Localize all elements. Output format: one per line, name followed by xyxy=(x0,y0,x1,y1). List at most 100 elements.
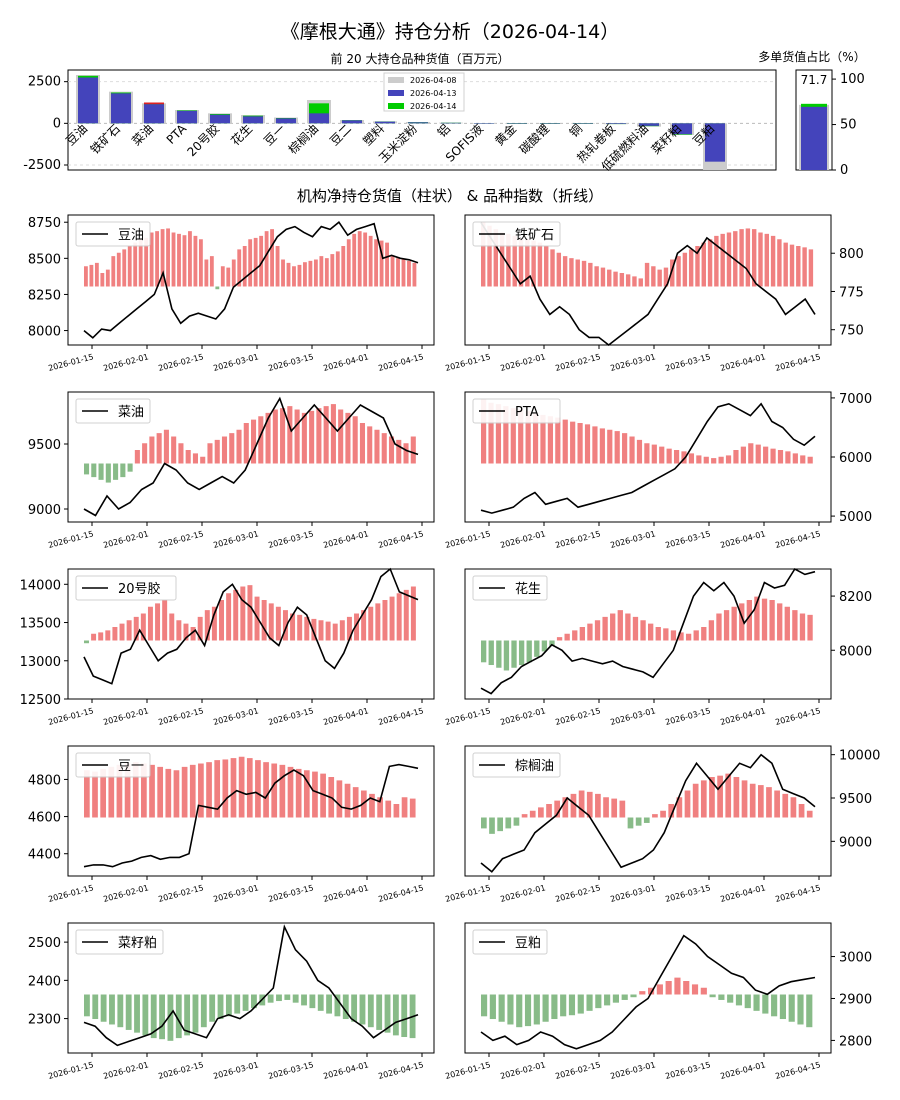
panel-bar xyxy=(297,614,303,641)
panel-bar xyxy=(578,790,585,818)
panel-bar xyxy=(308,260,313,287)
panel-bar xyxy=(91,463,97,478)
panel-bar xyxy=(562,419,568,464)
panel-bar xyxy=(802,247,807,287)
panel-bar xyxy=(84,463,90,475)
panel-ytick-label: 6000 xyxy=(839,451,872,466)
panel-ytick-label: 8250 xyxy=(28,288,61,303)
panel-bar xyxy=(204,610,210,641)
panel-ytick-label: 750 xyxy=(839,324,864,339)
figure-title: 《摩根大通》持仓分析（2026-04-14） xyxy=(281,21,619,43)
panel-bar xyxy=(657,269,662,287)
panel-xtick-label: 2026-02-01 xyxy=(102,352,149,373)
panel-bar xyxy=(167,994,174,1041)
top-category-label: 塑料 xyxy=(360,121,388,149)
panel-bar xyxy=(688,249,694,287)
panel-PTA: 7000 6000 5000 2026-01-15 2026-02-01 2026-02-… xyxy=(444,391,872,550)
panel-xtick-label: 2026-04-01 xyxy=(719,1060,766,1081)
panel-ytick-label: 8000 xyxy=(28,325,61,340)
panel-bar xyxy=(207,443,213,464)
panel-bar xyxy=(401,797,408,818)
panel-bar xyxy=(587,623,593,641)
panel-棕榈油: 10000 9500 9000 2026-01-15 2026-02-01 2026-02… xyxy=(444,745,880,904)
panel-bar xyxy=(233,589,239,641)
panel-bar xyxy=(214,760,221,818)
panel-bar xyxy=(777,603,783,641)
panel-bar xyxy=(150,994,157,1039)
panel-bar xyxy=(219,600,224,641)
top-category-label: 黄金 xyxy=(492,121,520,149)
panel-bar xyxy=(556,252,562,287)
panel-bar xyxy=(89,264,94,287)
panel-bar xyxy=(125,994,132,1030)
panel-xtick-label: 2026-02-15 xyxy=(157,706,204,727)
panel-bar xyxy=(84,994,90,1017)
panel-bar xyxy=(100,768,106,818)
panel-bar xyxy=(165,768,172,818)
top-category-label: 豆一 xyxy=(261,122,288,149)
panel-bar xyxy=(385,242,389,287)
panel-bar xyxy=(156,433,162,464)
panel-bar xyxy=(304,616,310,641)
panel-bar xyxy=(663,267,669,287)
panel-bar xyxy=(374,239,379,287)
panel-bar xyxy=(242,246,247,287)
panel-bar xyxy=(692,783,699,818)
panel-bar xyxy=(92,994,99,1020)
panel-bar xyxy=(739,603,745,641)
panel-xtick-label: 2026-04-15 xyxy=(774,352,821,373)
panel-bar xyxy=(171,232,176,287)
panel-xtick-label: 2026-02-15 xyxy=(554,352,601,373)
panel-bar xyxy=(412,262,417,287)
panel-bar xyxy=(551,994,558,1020)
panel-bar xyxy=(84,640,89,644)
panel-bar xyxy=(369,793,375,818)
panel-bar xyxy=(607,269,612,287)
panel-bar xyxy=(739,229,744,287)
panel-ytick-label: 775 xyxy=(839,285,864,300)
panel-bar xyxy=(303,262,307,287)
panel-bar xyxy=(126,620,132,641)
panel-bar xyxy=(108,766,115,818)
panel-bar xyxy=(363,232,368,287)
panel-legend-box xyxy=(75,575,177,601)
panel-bar xyxy=(568,994,576,1016)
panel-bar xyxy=(595,793,601,818)
panel-xtick-label: 2026-03-01 xyxy=(609,706,656,727)
panel-bar xyxy=(676,797,683,818)
panel-bar xyxy=(190,627,196,641)
panel-line xyxy=(480,402,816,514)
panel-ytick-label: 2900 xyxy=(839,992,872,1007)
panel-bar xyxy=(359,994,366,1025)
panel-bar xyxy=(488,640,494,666)
panel-line xyxy=(83,763,419,868)
panel-bar xyxy=(733,777,740,818)
top-category-label: 铁矿石 xyxy=(88,122,123,157)
panel-bar xyxy=(726,232,732,287)
panel-ytick-label: 2400 xyxy=(28,974,61,989)
panel-bar xyxy=(666,448,672,464)
panel-xtick-label: 2026-03-15 xyxy=(664,1060,711,1081)
panel-bar xyxy=(718,994,725,1000)
panel-xtick-label: 2026-04-01 xyxy=(322,706,369,727)
panel-bar xyxy=(779,994,786,1020)
top-category-label: 菜油 xyxy=(129,122,156,149)
panel-bar xyxy=(560,994,567,1017)
panel-bar xyxy=(92,771,98,818)
panel-bar xyxy=(286,262,291,287)
panel-xtick-label: 2026-02-15 xyxy=(157,1060,204,1081)
panel-ytick-label: 9500 xyxy=(28,438,61,453)
panel-bar xyxy=(625,274,631,287)
panel-bar xyxy=(648,623,654,641)
panel-bar xyxy=(652,814,658,818)
panel-bar xyxy=(280,408,286,464)
panel-bar xyxy=(396,439,402,464)
panel-bar xyxy=(303,770,310,818)
panel-bar xyxy=(538,807,544,818)
panel-bar xyxy=(733,231,738,287)
panel-bar xyxy=(84,266,88,287)
panel-bar xyxy=(352,787,359,818)
top-chart-frame xyxy=(67,69,777,171)
panel-bar xyxy=(518,640,525,666)
panel-bar xyxy=(546,804,552,818)
